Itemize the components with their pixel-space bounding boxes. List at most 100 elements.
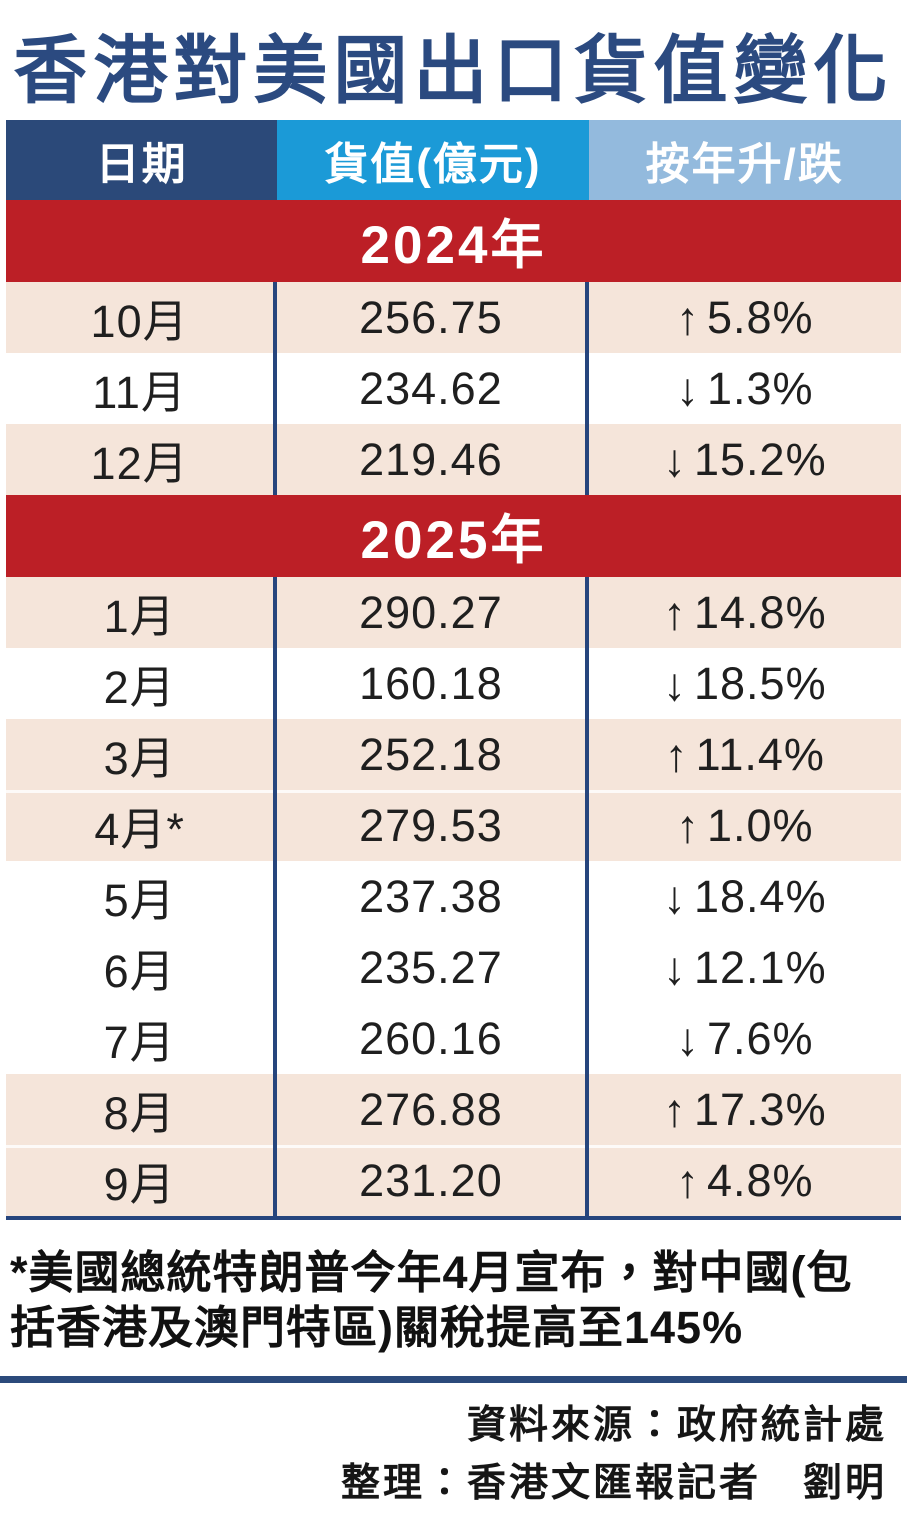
yoy-cell: ↑ 4.8% — [589, 1145, 901, 1216]
value-cell: 235.27 — [277, 932, 589, 1003]
month-cell: 6月 — [6, 932, 278, 1003]
value-cell: 260.16 — [277, 1003, 589, 1074]
tariff-footnote: *美國總統特朗普今年4月宣布，對中國(包括香港及澳門特區)關稅提高至145% — [10, 1247, 853, 1353]
down-arrow-icon: ↓ — [662, 870, 687, 923]
value-cell: 160.18 — [277, 648, 589, 719]
header-value: 貨值(億元) — [277, 120, 589, 200]
up-arrow-icon: ↑ — [662, 586, 687, 639]
month-cell: 4月* — [6, 790, 278, 861]
value-cell: 219.46 — [277, 424, 589, 495]
down-arrow-icon: ↓ — [676, 1012, 700, 1065]
table-row: 4月* 279.53 ↑ 1.0% — [6, 790, 901, 861]
change-label: 12.1% — [693, 941, 827, 993]
value-cell: 234.62 — [277, 353, 589, 424]
value-cell: 237.38 — [277, 861, 589, 932]
table-row: 2月 160.18 ↓ 18.5% — [6, 648, 901, 719]
month-label: 2月 — [103, 662, 176, 713]
yoy-cell: ↓ 18.5% — [589, 648, 901, 719]
month-cell: 3月 — [6, 719, 278, 790]
value-label: 260.16 — [359, 1012, 503, 1064]
value-cell: 256.75 — [277, 282, 589, 353]
down-arrow-icon: ↓ — [662, 433, 687, 486]
up-arrow-icon: ↑ — [662, 1083, 687, 1136]
up-arrow-icon: ↑ — [676, 799, 700, 852]
change-label: 15.2% — [693, 433, 827, 485]
value-label: 231.20 — [359, 1154, 503, 1206]
table-row: 12月 219.46 ↓ 15.2% — [6, 424, 901, 495]
table-row: 9月 231.20 ↑ 4.8% — [6, 1145, 901, 1216]
down-arrow-icon: ↓ — [662, 657, 687, 710]
header-yoy: 按年升/跌 — [588, 120, 901, 200]
change-label: 11.4% — [695, 728, 825, 780]
month-cell: 8月 — [6, 1074, 278, 1145]
value-cell: 231.20 — [277, 1145, 589, 1216]
change-label: 14.8% — [693, 586, 827, 638]
down-arrow-icon: ↓ — [662, 941, 687, 994]
up-arrow-icon: ↑ — [676, 1154, 700, 1207]
yoy-cell: ↓ 15.2% — [589, 424, 901, 495]
change-label: 1.3% — [707, 362, 814, 414]
change-label: 17.3% — [693, 1083, 827, 1135]
yoy-cell: ↑ 1.0% — [589, 790, 901, 861]
month-label: 12月 — [90, 438, 189, 489]
value-label: 237.38 — [359, 870, 503, 922]
yoy-cell: ↓ 7.6% — [589, 1003, 901, 1074]
value-label: 235.27 — [359, 941, 503, 993]
credits-block: 資料來源：政府統計處 整理：香港文匯報記者 劉明 — [0, 1397, 887, 1514]
value-label: 256.75 — [359, 291, 503, 343]
value-label: 276.88 — [359, 1083, 503, 1135]
infographic-page: 香港對美國出口貨值變化 日期 貨值(億元) 按年升/跌 2024年 10月 25… — [0, 8, 907, 1527]
yoy-cell: ↑ 14.8% — [589, 577, 901, 648]
table-row: 10月 256.75 ↑ 5.8% — [6, 282, 901, 353]
table-row: 11月 234.62 ↓ 1.3% — [6, 353, 901, 424]
month-cell: 9月 — [6, 1145, 278, 1216]
up-arrow-icon: ↑ — [664, 728, 689, 781]
up-arrow-icon: ↑ — [676, 291, 700, 344]
year-band-2024: 2024年 — [6, 200, 901, 282]
table-header-row: 日期 貨值(億元) 按年升/跌 — [6, 120, 901, 200]
export-value-table: 日期 貨值(億元) 按年升/跌 2024年 10月 256.75 ↑ 5.8% 1… — [6, 120, 901, 1220]
month-label: 4月* — [94, 804, 185, 855]
yoy-cell: ↑ 5.8% — [589, 282, 901, 353]
yoy-cell: ↓ 1.3% — [589, 353, 901, 424]
month-cell: 12月 — [6, 424, 278, 495]
month-cell: 1月 — [6, 577, 278, 648]
yoy-cell: ↑ 17.3% — [589, 1074, 901, 1145]
month-label: 6月 — [103, 946, 176, 997]
month-cell: 11月 — [6, 353, 278, 424]
table-row: 6月 235.27 ↓ 12.1% — [6, 932, 901, 1003]
yoy-cell: ↑ 11.4% — [589, 719, 901, 790]
month-label: 7月 — [103, 1017, 176, 1068]
month-cell: 2月 — [6, 648, 278, 719]
month-label: 11月 — [92, 367, 187, 418]
compiled-line: 整理：香港文匯報記者 劉明 — [340, 1462, 887, 1506]
header-date: 日期 — [6, 120, 278, 200]
yoy-cell: ↓ 18.4% — [589, 861, 901, 932]
year-band-2025: 2025年 — [6, 495, 901, 577]
table-row: 3月 252.18 ↑ 11.4% — [6, 719, 901, 790]
month-label: 8月 — [103, 1088, 176, 1139]
table-row: 8月 276.88 ↑ 17.3% — [6, 1074, 901, 1145]
value-label: 290.27 — [359, 586, 503, 638]
change-label: 1.0% — [707, 799, 814, 851]
month-label: 5月 — [103, 875, 176, 926]
value-label: 252.18 — [359, 728, 503, 780]
table-row: 1月 290.27 ↑ 14.8% — [6, 577, 901, 648]
value-cell: 252.18 — [277, 719, 589, 790]
value-label: 160.18 — [359, 657, 503, 709]
value-label: 234.62 — [359, 362, 503, 414]
value-label: 279.53 — [359, 799, 503, 851]
table-row: 5月 237.38 ↓ 18.4% — [6, 861, 901, 932]
month-label: 9月 — [103, 1159, 176, 1210]
table-row: 7月 260.16 ↓ 7.6% — [6, 1003, 901, 1074]
yoy-cell: ↓ 12.1% — [589, 932, 901, 1003]
month-label: 10月 — [90, 296, 189, 347]
change-label: 18.5% — [693, 657, 827, 709]
value-label: 219.46 — [359, 433, 503, 485]
month-cell: 7月 — [6, 1003, 278, 1074]
change-label: 7.6% — [707, 1012, 814, 1064]
value-cell: 279.53 — [277, 790, 589, 861]
month-cell: 5月 — [6, 861, 278, 932]
month-cell: 10月 — [6, 282, 278, 353]
month-label: 3月 — [103, 733, 176, 784]
